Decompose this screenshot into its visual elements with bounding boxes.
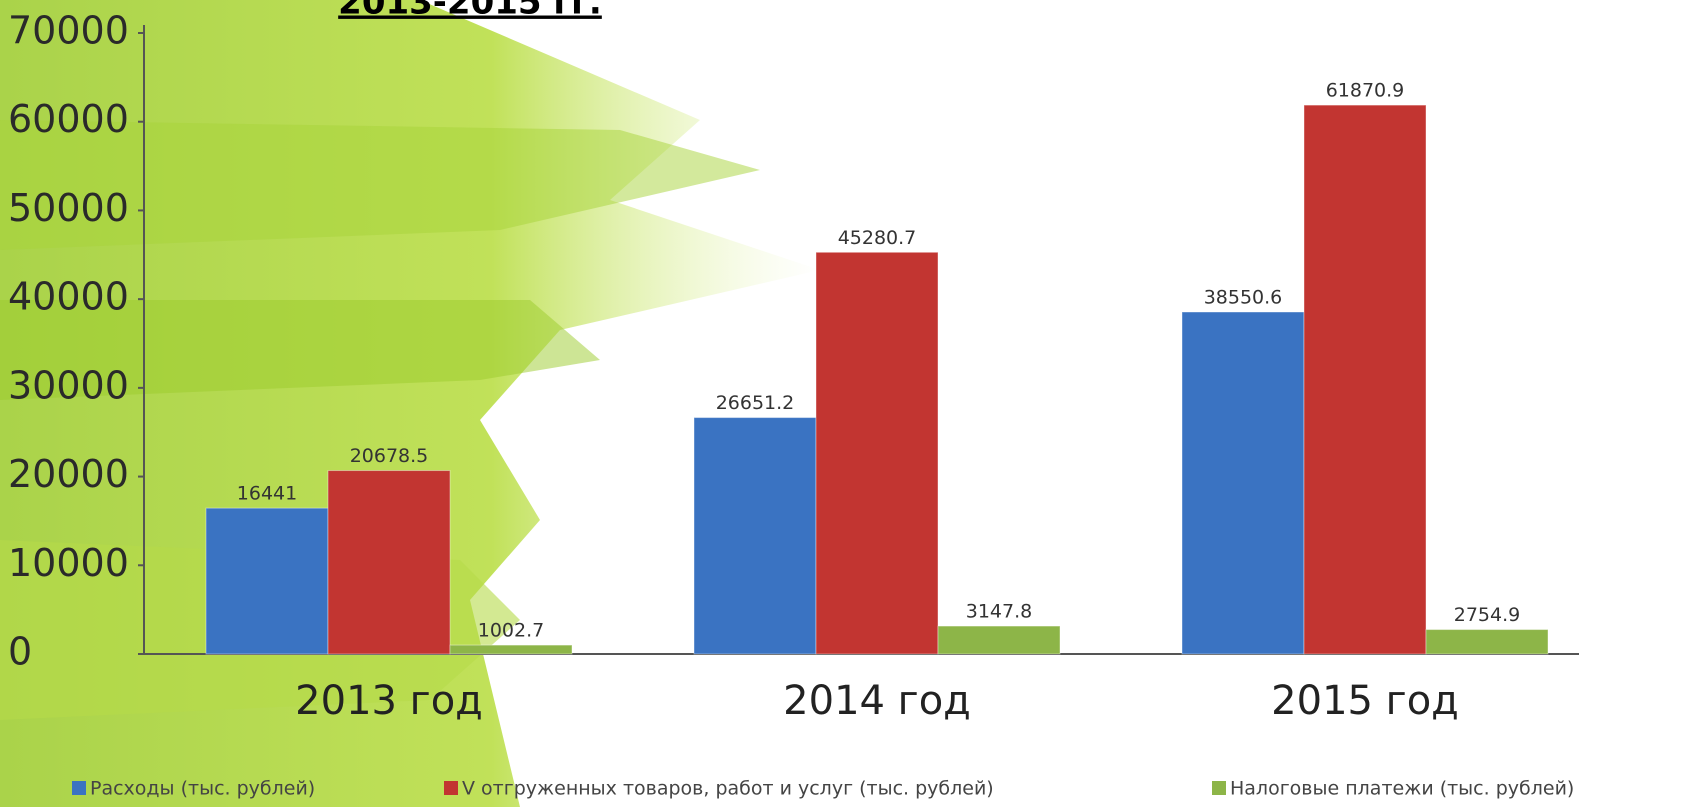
- legend-label: Расходы (тыс. рублей): [90, 778, 315, 800]
- value-label: 3147.8: [966, 601, 1032, 623]
- chart: 2013-2015 гг. 0 10000 20000 30000 40000 50000…: [0, 0, 1702, 807]
- bar: [1304, 105, 1426, 654]
- y-tick-label: 60000: [8, 97, 129, 141]
- bar: [1426, 630, 1548, 654]
- bar: [694, 418, 816, 654]
- x-tick-label: 2013 год: [295, 678, 483, 724]
- legend-swatch: [1212, 781, 1226, 795]
- y-tick-label: 70000: [8, 9, 129, 53]
- bar: [1182, 312, 1304, 654]
- bar: [328, 471, 450, 654]
- y-tick-label: 40000: [8, 275, 129, 319]
- value-label: 20678.5: [350, 445, 429, 467]
- legend-label: V отгруженных товаров, работ и услуг (ты…: [462, 778, 994, 800]
- legend-label: Налоговые платежи (тыс. рублей): [1230, 778, 1574, 800]
- bar: [816, 252, 938, 654]
- value-label: 38550.6: [1204, 287, 1283, 309]
- chart-title: 2013-2015 гг.: [338, 0, 602, 23]
- value-label: 61870.9: [1326, 80, 1405, 102]
- bar: [450, 645, 572, 654]
- legend-swatch: [444, 781, 458, 795]
- x-tick-label: 2015 год: [1271, 678, 1459, 724]
- value-label: 16441: [237, 483, 297, 505]
- legend-swatch: [72, 781, 86, 795]
- bar: [206, 508, 328, 654]
- value-label: 26651.2: [716, 392, 795, 414]
- bar: [938, 626, 1060, 654]
- y-tick-label: 20000: [8, 452, 129, 496]
- y-tick-label: 50000: [8, 186, 129, 230]
- y-tick-label: 0: [8, 630, 32, 674]
- value-label: 1002.7: [478, 620, 544, 642]
- value-label: 45280.7: [838, 227, 917, 249]
- value-label: 2754.9: [1454, 604, 1520, 626]
- y-tick-label: 10000: [8, 541, 129, 585]
- y-tick-label: 30000: [8, 363, 129, 407]
- x-tick-label: 2014 год: [783, 678, 971, 724]
